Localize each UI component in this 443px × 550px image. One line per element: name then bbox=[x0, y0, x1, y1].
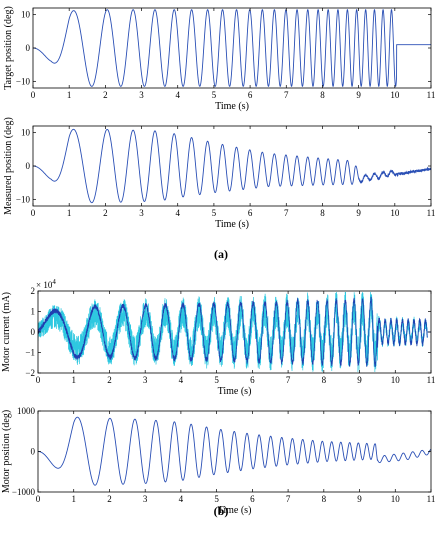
x-axis-label: Time (s) bbox=[218, 386, 252, 397]
y-tick-label: 1000 bbox=[17, 406, 36, 416]
x-tick-label: 7 bbox=[286, 375, 291, 385]
x-tick-label: 10 bbox=[391, 375, 401, 385]
x-tick-label: 5 bbox=[212, 208, 217, 218]
x-tick-label: 4 bbox=[179, 494, 184, 504]
y-multiplier: × 104 bbox=[36, 278, 56, 290]
x-tick-label: 10 bbox=[390, 90, 400, 100]
y-tick-label: −1 bbox=[25, 348, 35, 358]
x-tick-label: 9 bbox=[356, 90, 361, 100]
x-tick-label: 8 bbox=[320, 208, 325, 218]
x-tick-label: 8 bbox=[320, 90, 325, 100]
x-tick-label: 5 bbox=[214, 494, 219, 504]
x-tick-label: 1 bbox=[67, 90, 72, 100]
y-tick-label: 1 bbox=[31, 307, 36, 317]
x-tick-label: 3 bbox=[143, 375, 148, 385]
panel-label: (a) bbox=[214, 247, 228, 261]
y-tick-label: 2 bbox=[31, 286, 36, 296]
x-tick-label: 5 bbox=[212, 90, 217, 100]
x-tick-label: 1 bbox=[71, 494, 76, 504]
x-tick-label: 6 bbox=[248, 90, 253, 100]
x-tick-label: 0 bbox=[31, 90, 36, 100]
y-axis-label: Measured position (deg) bbox=[3, 117, 14, 215]
x-tick-label: 0 bbox=[36, 494, 41, 504]
x-tick-label: 7 bbox=[284, 208, 289, 218]
x-tick-label: 9 bbox=[357, 375, 362, 385]
x-tick-label: 10 bbox=[391, 494, 401, 504]
x-tick-label: 11 bbox=[427, 208, 436, 218]
y-tick-label: 10 bbox=[21, 128, 31, 138]
x-tick-label: 6 bbox=[250, 375, 255, 385]
x-tick-label: 3 bbox=[139, 208, 144, 218]
x-tick-label: 7 bbox=[286, 494, 291, 504]
y-tick-label: 0 bbox=[31, 447, 36, 457]
panel-label: (b) bbox=[214, 504, 229, 518]
chart-motor-current: 0 1 2 3 4 5 6 7 8 9 10 11 −2 −1 0 1 2 Time (s) Motor curre… bbox=[1, 278, 435, 397]
y-tick-label: 0 bbox=[31, 327, 36, 337]
y-axis-label: Motor current (mA) bbox=[1, 292, 12, 372]
series-line bbox=[38, 416, 431, 486]
series-line bbox=[33, 128, 431, 204]
x-tick-label: 1 bbox=[71, 375, 76, 385]
x-tick-label: 6 bbox=[250, 494, 255, 504]
y-tick-label: −2 bbox=[25, 368, 35, 378]
y-tick-label: −10 bbox=[16, 76, 31, 86]
y-axis-label: Motor position (deg) bbox=[1, 410, 12, 493]
x-tick-label: 4 bbox=[175, 208, 180, 218]
y-tick-label: −1000 bbox=[12, 487, 36, 497]
x-tick-label: 0 bbox=[36, 375, 41, 385]
x-tick-label: 3 bbox=[143, 494, 148, 504]
series-line bbox=[33, 8, 431, 87]
x-tick-label: 9 bbox=[356, 208, 361, 218]
x-tick-label: 2 bbox=[103, 208, 108, 218]
x-tick-label: 4 bbox=[179, 375, 184, 385]
x-tick-label: 1 bbox=[67, 208, 72, 218]
x-tick-label: 11 bbox=[427, 90, 436, 100]
x-tick-label: 6 bbox=[248, 208, 253, 218]
x-axis-label: Time (s) bbox=[218, 505, 252, 516]
y-tick-label: 10 bbox=[21, 10, 31, 20]
x-tick-label: 10 bbox=[390, 208, 400, 218]
x-tick-label: 7 bbox=[284, 90, 289, 100]
x-tick-label: 11 bbox=[427, 375, 436, 385]
x-tick-label: 9 bbox=[357, 494, 362, 504]
series-line bbox=[38, 296, 428, 368]
y-tick-label: 0 bbox=[26, 161, 31, 171]
x-tick-label: 2 bbox=[107, 375, 112, 385]
y-tick-label: −10 bbox=[16, 194, 31, 204]
x-tick-label: 2 bbox=[107, 494, 112, 504]
y-multiplier-exp: 4 bbox=[52, 278, 56, 286]
x-axis-label: Time (s) bbox=[215, 101, 249, 112]
x-tick-label: 2 bbox=[103, 90, 108, 100]
x-tick-label: 4 bbox=[175, 90, 180, 100]
y-axis-label: Target position (deg) bbox=[3, 6, 14, 90]
x-tick-label: 11 bbox=[427, 494, 436, 504]
series-noise bbox=[38, 292, 428, 372]
x-tick-label: 3 bbox=[139, 90, 144, 100]
plot-frame bbox=[37, 410, 432, 493]
x-axis-label: Time (s) bbox=[215, 219, 249, 230]
x-tick-label: 8 bbox=[322, 375, 327, 385]
x-tick-label: 0 bbox=[31, 208, 36, 218]
plot-frame bbox=[32, 125, 432, 207]
y-tick-label: 0 bbox=[26, 43, 31, 53]
x-tick-label: 5 bbox=[214, 375, 219, 385]
x-tick-label: 8 bbox=[322, 494, 327, 504]
